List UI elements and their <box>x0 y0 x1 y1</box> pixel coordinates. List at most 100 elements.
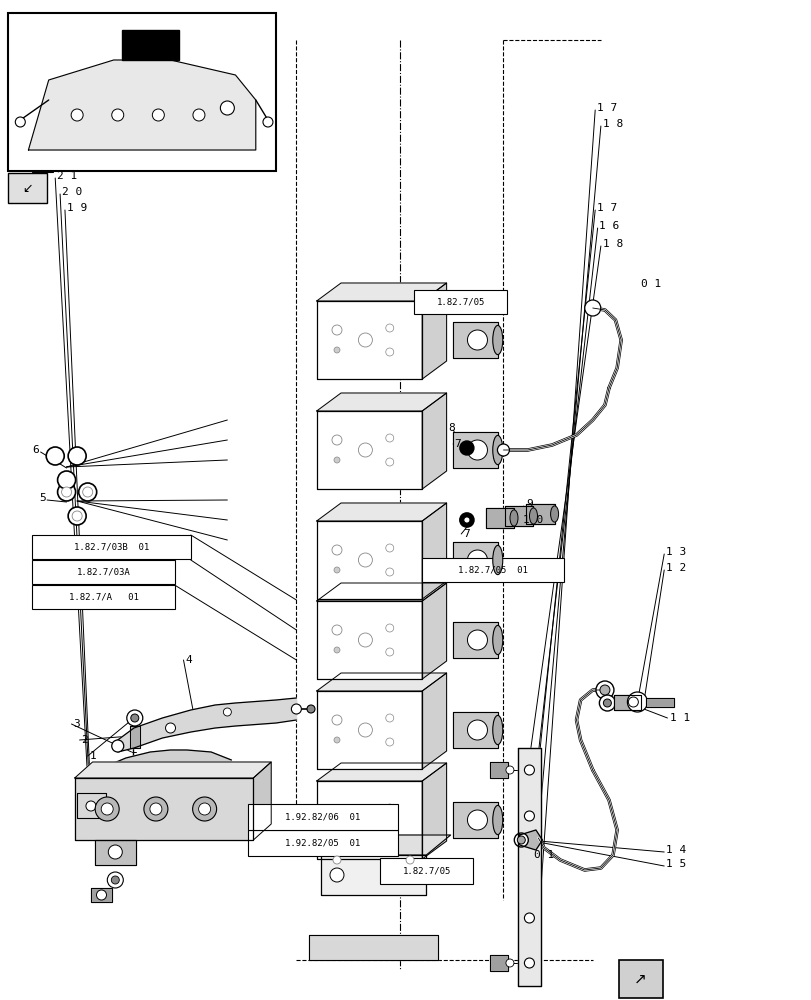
Circle shape <box>332 545 341 555</box>
Text: ↙: ↙ <box>23 182 32 195</box>
Circle shape <box>112 740 123 752</box>
Text: 1.82.7/03A: 1.82.7/03A <box>76 568 131 577</box>
Polygon shape <box>316 301 422 379</box>
Circle shape <box>358 333 372 347</box>
Text: 2: 2 <box>81 735 88 745</box>
Circle shape <box>333 737 340 743</box>
Circle shape <box>628 697 637 707</box>
Ellipse shape <box>509 510 517 526</box>
Circle shape <box>358 723 372 737</box>
Polygon shape <box>316 411 422 489</box>
Text: 2 0: 2 0 <box>62 187 82 197</box>
Ellipse shape <box>550 506 558 522</box>
Polygon shape <box>422 763 446 859</box>
Polygon shape <box>453 322 497 358</box>
Circle shape <box>358 633 372 647</box>
Circle shape <box>505 766 513 774</box>
Polygon shape <box>645 698 673 707</box>
Circle shape <box>467 550 487 570</box>
Circle shape <box>497 444 508 456</box>
Circle shape <box>333 856 341 864</box>
Circle shape <box>385 458 393 466</box>
Text: 1 8: 1 8 <box>602 239 622 249</box>
Circle shape <box>68 507 86 525</box>
Text: ↗: ↗ <box>633 971 646 986</box>
Polygon shape <box>422 583 446 679</box>
Polygon shape <box>316 583 446 601</box>
Circle shape <box>165 723 175 733</box>
Circle shape <box>71 109 83 121</box>
Circle shape <box>599 695 615 711</box>
Circle shape <box>385 738 393 746</box>
Polygon shape <box>453 432 497 468</box>
Circle shape <box>467 630 487 650</box>
Polygon shape <box>485 508 513 528</box>
Circle shape <box>467 720 487 740</box>
Text: 7: 7 <box>454 439 461 449</box>
Polygon shape <box>519 830 542 850</box>
Circle shape <box>58 471 75 489</box>
Ellipse shape <box>492 325 502 355</box>
Circle shape <box>112 109 123 121</box>
Circle shape <box>97 890 106 900</box>
Text: 1 6: 1 6 <box>599 221 619 231</box>
Polygon shape <box>453 712 497 748</box>
Circle shape <box>307 705 315 713</box>
Polygon shape <box>320 855 426 895</box>
Polygon shape <box>316 521 422 599</box>
Ellipse shape <box>492 545 502 575</box>
Text: 1 7: 1 7 <box>596 203 616 213</box>
Text: 0 1: 0 1 <box>534 850 554 860</box>
Text: 1 1: 1 1 <box>669 713 689 723</box>
Circle shape <box>459 441 474 455</box>
Circle shape <box>385 828 393 836</box>
Circle shape <box>199 803 210 815</box>
Ellipse shape <box>492 715 502 745</box>
Circle shape <box>68 447 86 465</box>
Polygon shape <box>489 762 508 778</box>
Circle shape <box>108 845 122 859</box>
Text: 1.82.7/05  01: 1.82.7/05 01 <box>457 566 528 575</box>
Circle shape <box>131 714 139 722</box>
Polygon shape <box>316 601 422 679</box>
Circle shape <box>93 773 105 785</box>
Circle shape <box>46 447 64 465</box>
Polygon shape <box>316 503 446 521</box>
Text: 1 8: 1 8 <box>602 119 622 129</box>
Circle shape <box>83 487 92 497</box>
Circle shape <box>333 647 340 653</box>
Circle shape <box>333 567 340 573</box>
Circle shape <box>329 868 344 882</box>
Circle shape <box>144 797 168 821</box>
Bar <box>618 960 663 998</box>
Text: 1.82.7/05: 1.82.7/05 <box>436 298 484 306</box>
Text: 3: 3 <box>73 719 79 729</box>
Circle shape <box>62 487 71 497</box>
Text: 1.82.7/03B  01: 1.82.7/03B 01 <box>74 542 149 552</box>
Circle shape <box>385 648 393 656</box>
Bar <box>380 858 473 884</box>
Circle shape <box>193 109 204 121</box>
Text: 9: 9 <box>526 499 532 509</box>
Polygon shape <box>422 393 446 489</box>
Polygon shape <box>77 793 105 818</box>
Circle shape <box>332 435 341 445</box>
Circle shape <box>513 833 528 847</box>
Circle shape <box>220 101 234 115</box>
Text: 6: 6 <box>32 445 39 455</box>
Polygon shape <box>526 504 554 524</box>
Text: 1.92.82/06  01: 1.92.82/06 01 <box>285 812 360 822</box>
Polygon shape <box>422 283 446 379</box>
Bar <box>32 585 174 609</box>
Text: 0 1: 0 1 <box>641 279 661 289</box>
Polygon shape <box>95 840 135 865</box>
Polygon shape <box>613 695 641 710</box>
Circle shape <box>603 699 611 707</box>
Circle shape <box>358 443 372 457</box>
Circle shape <box>332 805 341 815</box>
Polygon shape <box>316 393 446 411</box>
Circle shape <box>505 959 513 967</box>
Circle shape <box>358 553 372 567</box>
Bar <box>422 558 564 582</box>
Ellipse shape <box>492 625 502 655</box>
